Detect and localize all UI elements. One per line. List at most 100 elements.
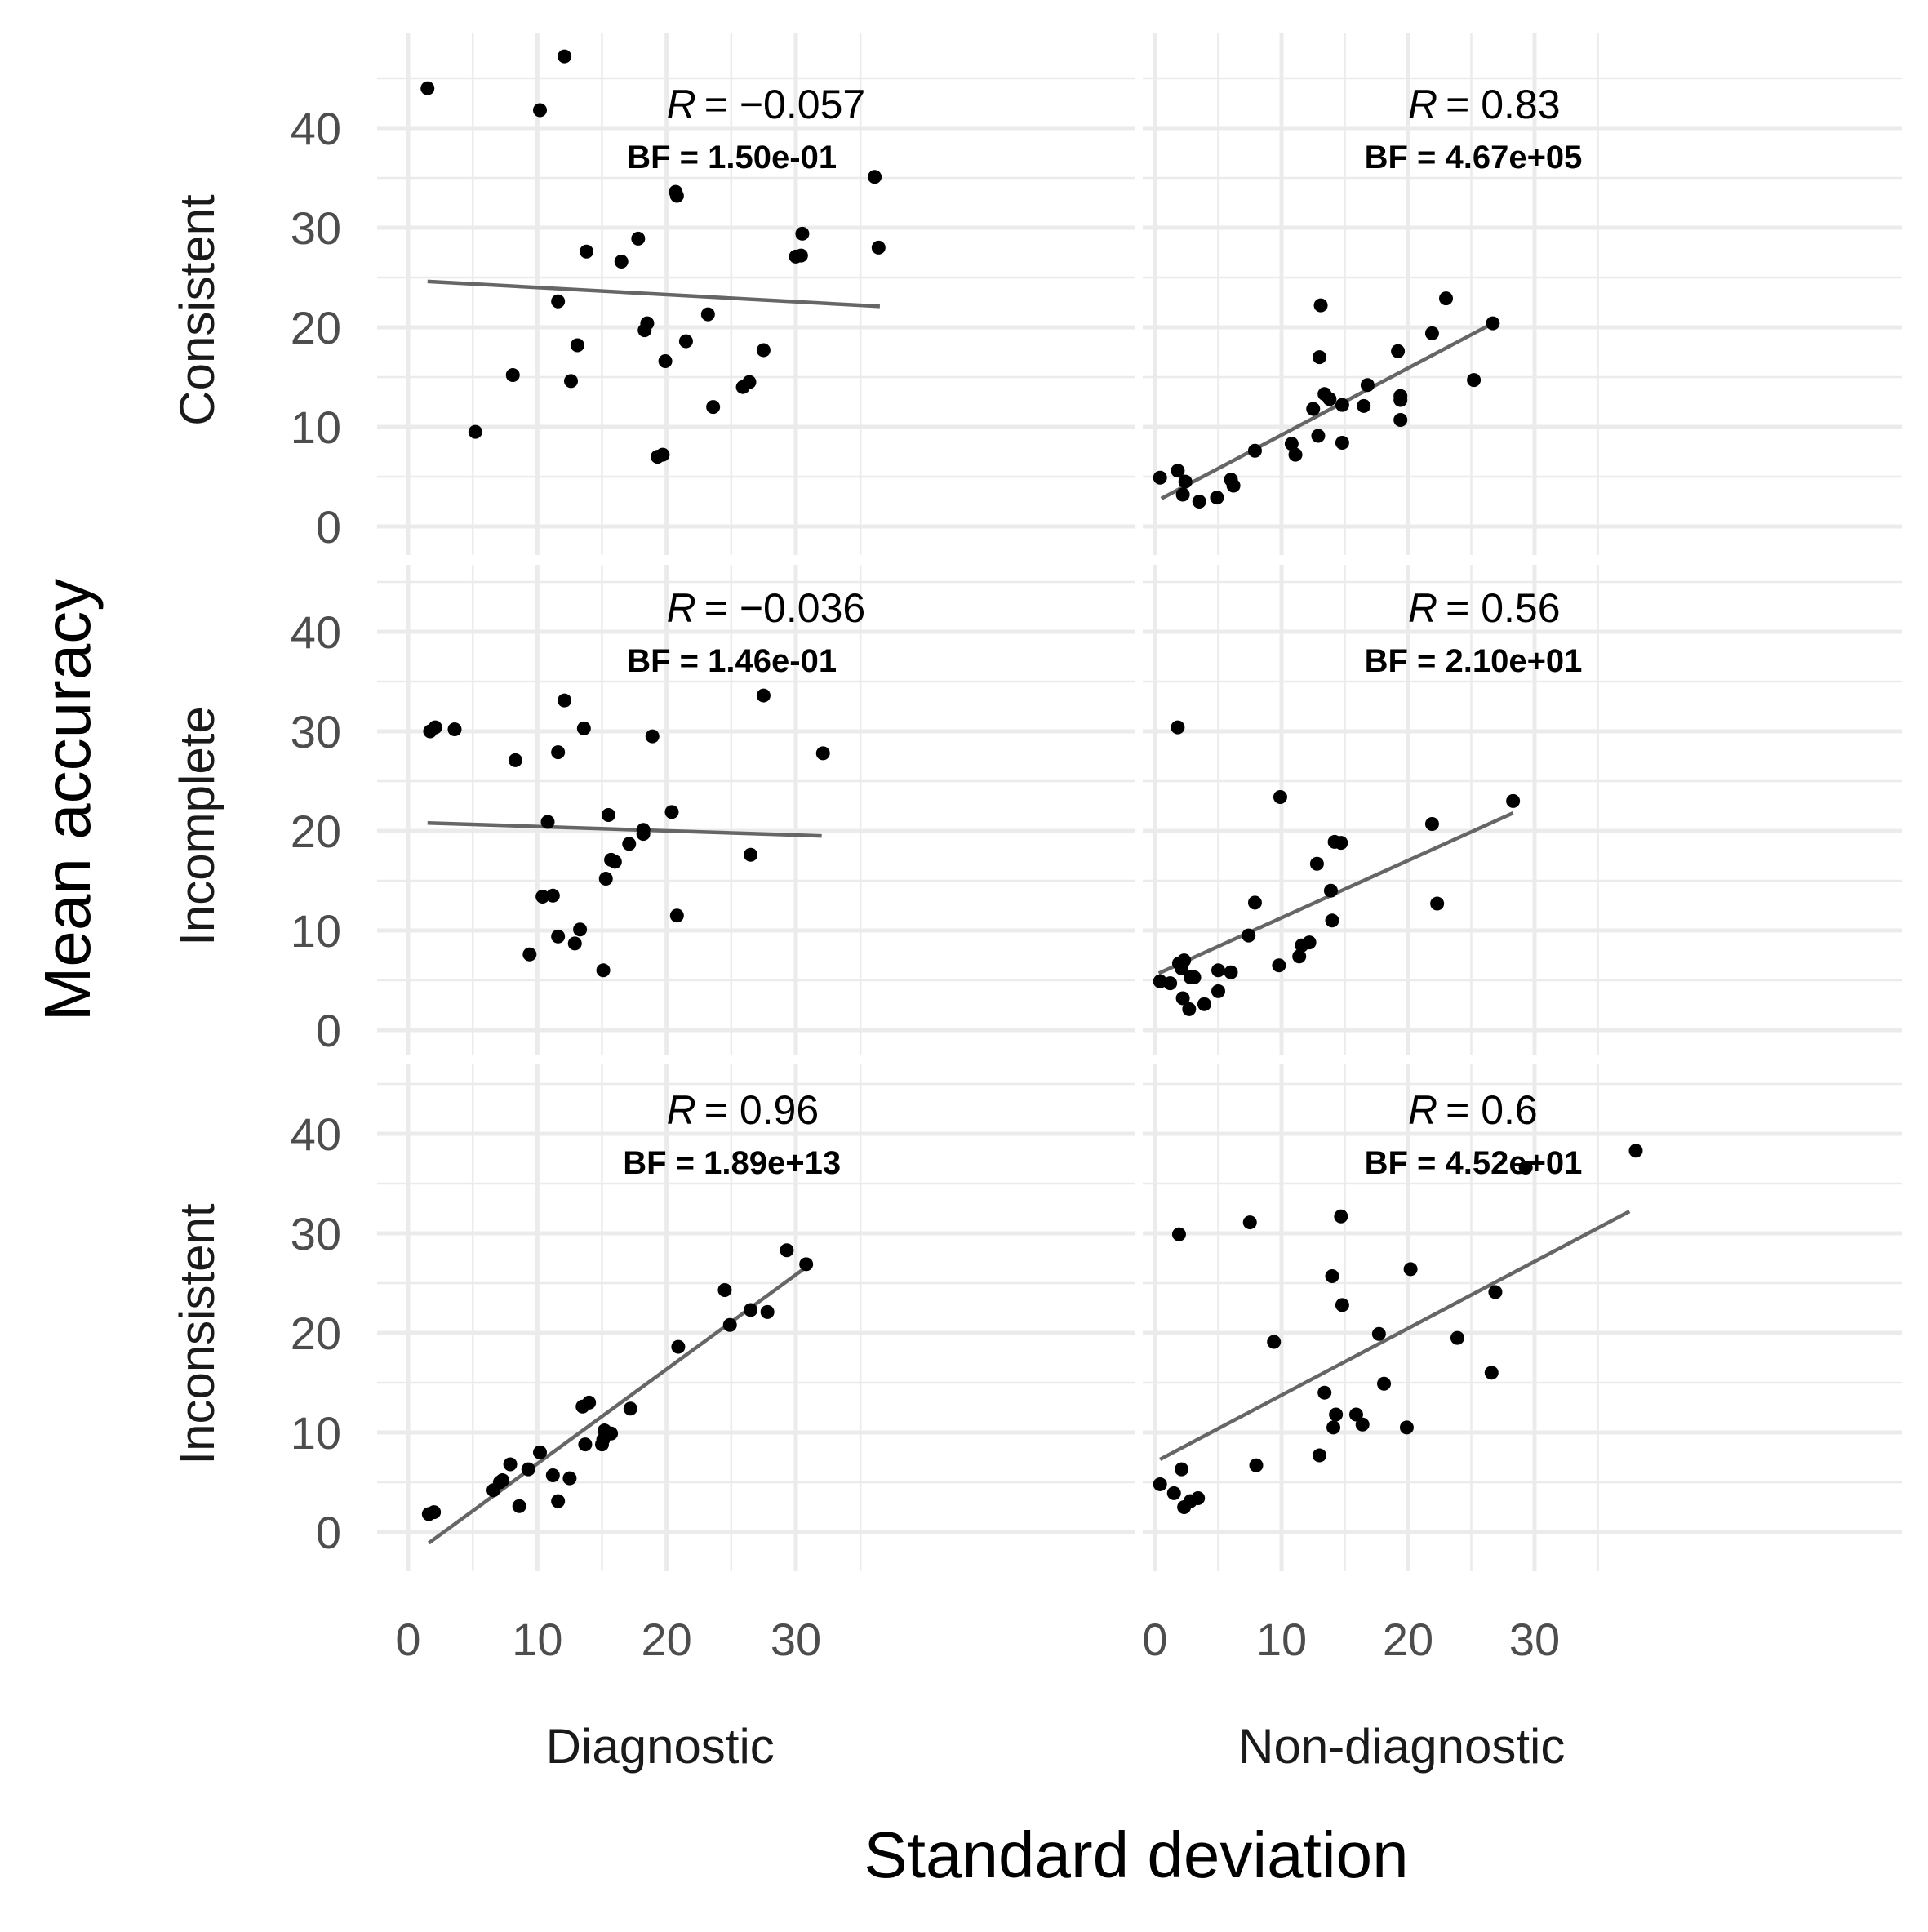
data-point (1211, 963, 1225, 978)
data-point (1335, 398, 1349, 412)
correlation-label: R = −0.057 (667, 82, 866, 127)
data-point (1506, 793, 1521, 808)
data-point (596, 963, 611, 978)
y-tick-label: 20 (291, 1308, 341, 1359)
data-point (1171, 1227, 1186, 1241)
data-point (540, 815, 555, 829)
data-point (573, 922, 588, 937)
data-point (427, 1505, 442, 1520)
data-point (562, 1471, 577, 1486)
data-point (1322, 392, 1337, 406)
data-point (1163, 976, 1178, 991)
data-point (604, 1426, 619, 1441)
data-point (1309, 856, 1324, 871)
data-point (756, 343, 771, 358)
data-point (622, 837, 637, 851)
y-tick-label: 0 (316, 501, 341, 553)
data-point (1175, 1462, 1189, 1477)
data-point (1313, 298, 1328, 313)
x-tick-label: 0 (1142, 1614, 1167, 1665)
data-point (756, 688, 771, 703)
data-point (678, 334, 693, 349)
data-point (495, 1473, 510, 1488)
correlation-label: R = 0.96 (667, 1087, 820, 1133)
data-point (558, 693, 572, 708)
data-point (468, 424, 482, 439)
data-point (598, 872, 613, 886)
bayes-factor-label: BF = 4.52e+01 (1365, 1145, 1583, 1181)
y-tick-label: 40 (291, 103, 341, 154)
data-point (1171, 720, 1185, 735)
data-point (655, 447, 670, 462)
data-point (1357, 398, 1371, 413)
y-tick-label: 40 (291, 606, 341, 658)
data-point (1450, 1330, 1464, 1345)
data-point (551, 1494, 566, 1508)
correlation-label: R = 0.56 (1408, 585, 1561, 631)
data-point (551, 745, 566, 760)
data-point (700, 307, 715, 322)
data-point (1292, 949, 1307, 964)
data-point (545, 888, 560, 903)
data-point (1355, 1417, 1370, 1432)
data-point (1313, 350, 1326, 365)
y-tick-label: 20 (291, 302, 341, 353)
data-point (780, 1243, 794, 1258)
y-tick-label: 10 (291, 1407, 341, 1459)
data-point (578, 1437, 593, 1452)
data-point (1371, 1326, 1386, 1341)
data-point (1325, 1268, 1339, 1283)
data-point (1488, 1285, 1503, 1299)
correlation-label: R = 0.83 (1408, 82, 1561, 127)
data-point (1302, 935, 1317, 950)
bayes-factor-label: BF = 2.10e+01 (1365, 643, 1583, 679)
data-point (1326, 1420, 1341, 1435)
data-point (512, 1499, 526, 1513)
data-point (795, 226, 810, 241)
data-point (744, 1303, 758, 1317)
data-point (1360, 378, 1375, 393)
data-point (717, 1283, 732, 1298)
data-point (636, 823, 651, 837)
data-point (1284, 437, 1299, 451)
x-tick-label: 30 (1509, 1614, 1560, 1665)
row-strip-label: Incomplete (170, 706, 224, 946)
data-point (1467, 373, 1482, 388)
data-point (580, 244, 593, 259)
regression-line (1160, 322, 1494, 500)
column-strip-label: Non-diagnostic (1238, 1719, 1565, 1774)
data-point (1313, 1448, 1326, 1463)
data-point (1187, 970, 1202, 984)
data-point (1325, 913, 1339, 928)
data-point (645, 729, 660, 744)
data-point (1306, 402, 1321, 416)
data-point (631, 231, 646, 246)
data-point (669, 189, 684, 203)
data-point (576, 721, 591, 735)
data-point (1486, 316, 1500, 331)
regression-line (1159, 1210, 1631, 1461)
data-point (722, 1317, 737, 1332)
data-point (1403, 1262, 1418, 1277)
data-point (614, 254, 629, 269)
data-point (1317, 1385, 1332, 1400)
data-point (535, 890, 550, 904)
data-point (601, 807, 615, 822)
data-point (505, 368, 520, 383)
data-point (1153, 1477, 1167, 1491)
data-point (799, 1257, 814, 1272)
data-point (551, 294, 566, 309)
row-strip-label: Consistent (170, 194, 224, 426)
x-tick-label: 20 (1383, 1614, 1433, 1665)
data-point (428, 720, 442, 735)
data-point (1335, 1298, 1349, 1312)
data-point (545, 1468, 560, 1482)
data-point (1393, 389, 1408, 403)
data-points (420, 49, 1643, 1521)
data-point (1393, 412, 1408, 427)
data-point (871, 240, 886, 255)
data-point (1211, 984, 1225, 998)
x-tick-label: 0 (395, 1614, 420, 1665)
data-point (623, 1401, 637, 1416)
